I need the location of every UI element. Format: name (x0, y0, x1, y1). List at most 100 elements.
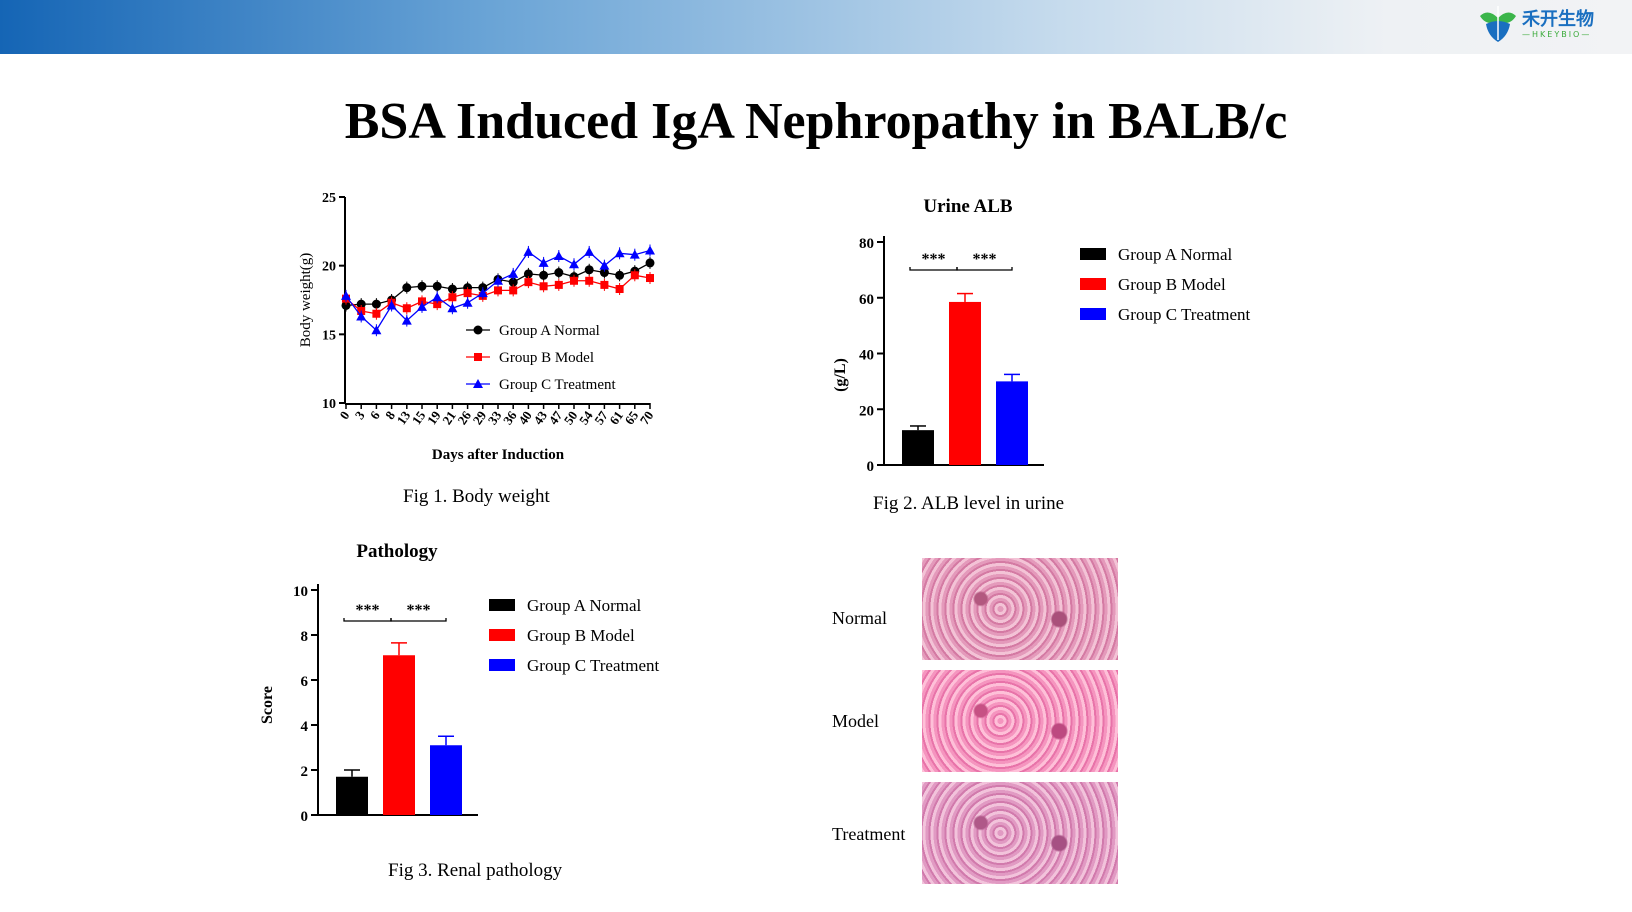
data-point (402, 304, 411, 313)
bar-0 (902, 430, 934, 465)
data-point (599, 260, 610, 270)
data-point (614, 248, 625, 258)
data-point (508, 268, 519, 278)
data-point (629, 249, 640, 259)
data-point (539, 282, 548, 291)
data-point (645, 245, 655, 255)
data-point (585, 276, 594, 285)
histology-image-treatment (922, 782, 1118, 884)
legend-swatch (489, 659, 515, 671)
data-point (448, 293, 457, 302)
data-point (386, 300, 397, 310)
y-axis-label: (g/L) (832, 358, 849, 392)
data-point (341, 300, 351, 310)
y-tick-label: 25 (322, 191, 336, 206)
bar-2 (996, 381, 1028, 465)
data-point (356, 311, 367, 321)
y-tick-label: 15 (322, 328, 336, 343)
data-point (524, 278, 533, 287)
data-point (463, 289, 472, 298)
data-point (432, 281, 442, 291)
histology-label-model: Model (832, 711, 879, 731)
legend-marker (473, 325, 483, 335)
significance-label: *** (922, 251, 946, 268)
data-point (401, 315, 412, 325)
data-point (508, 277, 518, 287)
data-point (402, 283, 412, 293)
data-point (477, 288, 488, 298)
data-point (417, 281, 427, 291)
y-tick-label: 10 (293, 584, 308, 600)
y-tick-label: 40 (859, 348, 874, 364)
header-banner (0, 0, 1632, 54)
data-point (371, 299, 381, 309)
legend-label: Group B Model (499, 350, 594, 366)
chart-title: Urine ALB (923, 196, 1013, 217)
y-tick-label: 20 (859, 403, 874, 419)
legend-label: Group C Treatment (1118, 305, 1251, 324)
legend-label: Group C Treatment (527, 656, 660, 675)
logo: 禾开生物 —HKEYBIO— (1478, 4, 1594, 44)
data-point (417, 301, 427, 311)
data-point (570, 276, 578, 285)
data-point (432, 292, 443, 302)
data-point (538, 257, 549, 267)
y-tick-label: 0 (301, 809, 309, 825)
data-point (462, 297, 473, 307)
legend-swatch (1080, 308, 1106, 320)
histology-image-normal (922, 558, 1118, 660)
data-point (433, 300, 442, 309)
data-point (494, 286, 502, 295)
bar-2 (430, 745, 462, 815)
legend-swatch (1080, 278, 1106, 290)
significance-bracket (390, 618, 447, 622)
data-point (599, 268, 609, 278)
histology-label-normal: Normal (832, 608, 887, 628)
legend-label: Group A Normal (1118, 245, 1233, 264)
fig3-caption: Fig 3. Renal pathology (388, 860, 563, 881)
x-tick-label: 3 (352, 408, 368, 422)
x-tick-label: 6 (367, 408, 383, 422)
data-point (509, 286, 518, 295)
bar-1 (949, 301, 981, 465)
data-point (493, 275, 503, 285)
leaf-logo-icon (1480, 6, 1516, 42)
data-point (539, 270, 549, 280)
data-point (356, 299, 366, 309)
data-point (554, 280, 563, 289)
y-tick-label: 8 (301, 629, 309, 645)
legend-label: Group B Model (527, 626, 635, 645)
data-point (341, 290, 351, 300)
y-tick-label: 0 (867, 459, 875, 475)
chart-title: Pathology (356, 541, 438, 562)
fig2-caption: Fig 2. ALB level in urine (873, 493, 1065, 514)
y-axis-label: Body weight(g) (298, 253, 314, 348)
histology-image-model (922, 670, 1118, 772)
logo-text: 禾开生物 (1522, 8, 1594, 30)
data-point (584, 265, 594, 275)
data-point (615, 270, 625, 280)
y-tick-label: 80 (859, 236, 874, 252)
data-point (630, 271, 639, 280)
data-point (523, 246, 534, 256)
legend-label: Group B Model (1118, 275, 1226, 294)
legend-label: Group A Normal (527, 596, 642, 615)
y-tick-label: 20 (322, 260, 336, 275)
x-axis-label: Days after Induction (432, 447, 565, 463)
legend-swatch (1080, 248, 1106, 260)
data-point (372, 309, 381, 318)
data-point (615, 285, 624, 294)
legend-swatch (489, 629, 515, 641)
data-point (554, 268, 564, 278)
significance-label: *** (356, 602, 380, 619)
data-point (447, 303, 458, 313)
data-point (523, 269, 533, 279)
y-tick-label: 60 (859, 292, 874, 308)
data-point (553, 251, 564, 261)
y-axis-label: Score (259, 686, 276, 724)
data-point (600, 280, 609, 289)
y-tick-label: 10 (322, 397, 336, 412)
data-point (646, 274, 654, 283)
data-point (569, 259, 579, 269)
